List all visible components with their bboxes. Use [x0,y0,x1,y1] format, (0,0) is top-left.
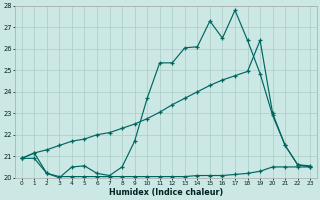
X-axis label: Humidex (Indice chaleur): Humidex (Indice chaleur) [109,188,223,197]
